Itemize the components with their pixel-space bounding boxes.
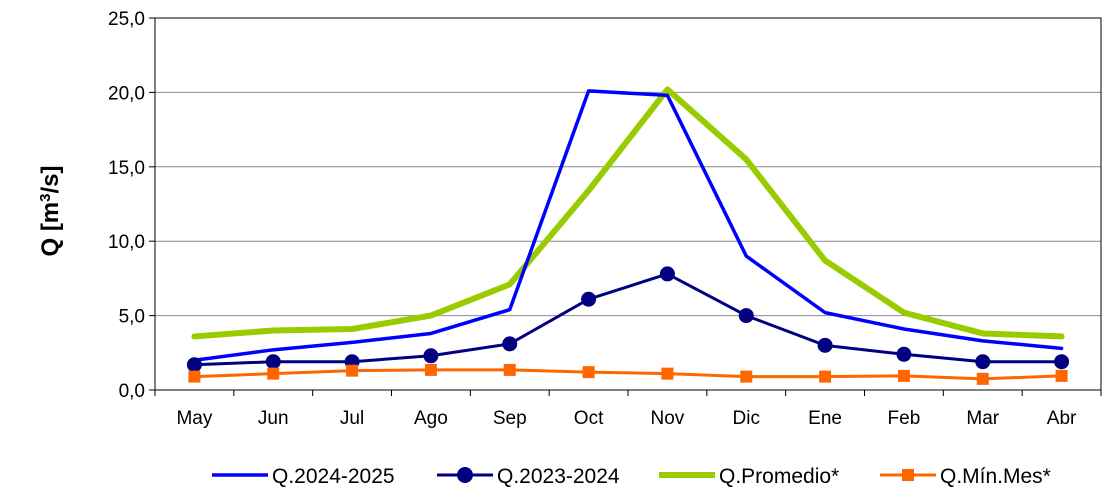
data-point: [265, 354, 281, 370]
x-tick-label: Sep: [493, 408, 527, 429]
data-point: [267, 367, 280, 380]
x-tick-label: Ene: [808, 408, 842, 429]
data-point: [976, 372, 989, 385]
data-point: [503, 363, 516, 376]
data-point: [1054, 354, 1070, 370]
legend-label: Q.2024-2025: [272, 465, 395, 488]
y-tick-label: 5,0: [119, 307, 145, 328]
x-tick-label: Dic: [733, 408, 760, 429]
data-point: [423, 348, 439, 364]
data-point: [424, 363, 437, 376]
y-tick-label: 20,0: [108, 83, 145, 104]
x-tick-label: Feb: [888, 408, 921, 429]
x-tick-label: Abr: [1047, 408, 1077, 429]
x-tick-label: Jun: [258, 408, 289, 429]
data-point: [188, 370, 201, 383]
data-point: [581, 291, 597, 307]
y-tick-label: 10,0: [108, 232, 145, 253]
x-tick-label: Nov: [651, 408, 685, 429]
legend-marker: [457, 467, 473, 483]
legend-label: Q.2023-2024: [497, 465, 620, 488]
y-tick-label: 25,0: [108, 9, 145, 30]
series-group: [186, 86, 1070, 385]
data-point: [582, 366, 595, 379]
data-point: [975, 354, 991, 370]
x-tick-label: Mar: [966, 408, 999, 429]
data-point: [1055, 369, 1068, 382]
data-point: [817, 337, 833, 353]
axes: [149, 17, 1102, 396]
grid: [155, 17, 1101, 317]
data-point: [661, 367, 674, 380]
data-point: [346, 364, 359, 377]
plot-frame: [154, 17, 1102, 391]
series-line-3: [192, 368, 1064, 381]
y-axis-label: Q [m3/s]: [37, 165, 65, 256]
y-tick-labels: 0,0 5,0 10,0 15,0 20,0 25,0: [108, 9, 145, 402]
y-tick-label: 0,0: [119, 381, 145, 402]
legend: Q.2024-2025 Q.2023-2024 Q.Promedio* Q.Mín.M…: [212, 465, 1051, 488]
x-tick-label: Jul: [340, 408, 364, 429]
series-line-1: [192, 272, 1064, 367]
legend-label: Q.Mín.Mes*: [940, 465, 1051, 488]
y-axis-label-suffix: /s]: [37, 165, 64, 193]
y-tick-label: 15,0: [108, 158, 145, 179]
x-tick-label: Oct: [574, 408, 604, 429]
series-line-2: [191, 86, 1065, 340]
data-point: [659, 266, 675, 282]
data-point: [740, 370, 753, 383]
y-axis-label-sup: 3: [37, 194, 54, 202]
data-point: [897, 369, 910, 382]
legend-label: Q.Promedio*: [719, 465, 839, 488]
x-tick-label: May: [176, 408, 212, 429]
data-point: [738, 308, 754, 324]
data-point: [186, 357, 202, 373]
data-point: [502, 336, 518, 352]
x-tick-labels: May Jun Jul Ago Sep Oct Nov Dic Ene Feb Mar Abr: [176, 408, 1077, 429]
data-point: [819, 370, 832, 383]
series-line-0: [192, 89, 1064, 362]
legend-marker: [902, 469, 914, 481]
x-tick-label: Ago: [414, 408, 448, 429]
data-point: [896, 346, 912, 362]
y-axis-label-main: Q [m: [37, 202, 64, 257]
